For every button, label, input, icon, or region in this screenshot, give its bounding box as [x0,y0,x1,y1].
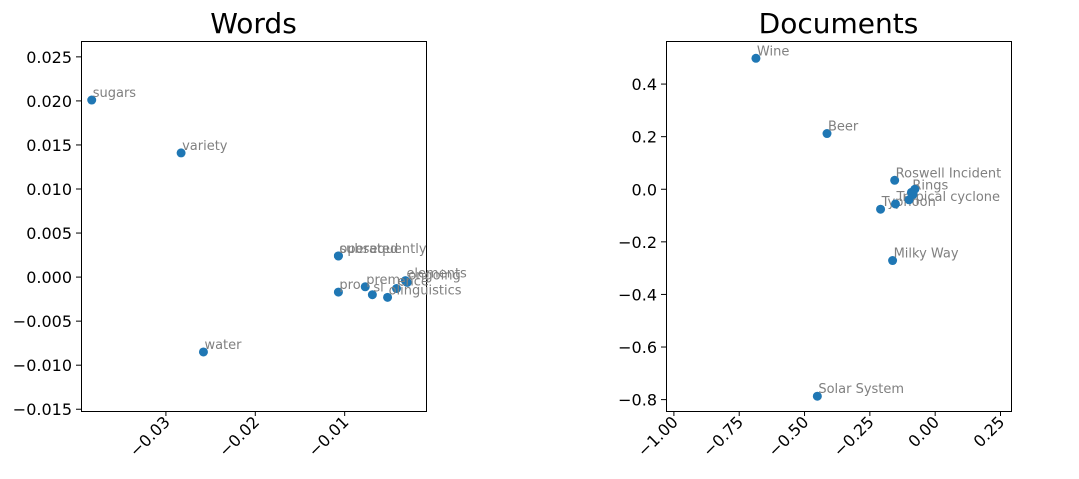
y-tick-label: 0.0 [632,180,657,199]
axes-frame [666,41,1012,412]
y-tick-label: 0.2 [632,128,657,147]
point-label: pro [339,278,360,293]
point-label: Milky Way [894,247,959,262]
x-tick-label: −0.25 [830,412,878,460]
axes-frame [81,41,427,412]
y-tick-label: 0.025 [26,48,72,67]
plot-1: Words 0.025 0.020 0.015 0.010 0.005 0.000 −0.00… [13,7,467,460]
y-tick-label: 0.000 [26,268,72,287]
x-tick-label: −1.00 [634,412,682,460]
x-tick-label: 0.25 [970,412,1009,451]
x-tick-label: −0.50 [764,412,812,460]
data-point [333,287,343,297]
point-label: subsequently [339,242,426,257]
data-point [888,256,898,266]
point-label: sugars [93,86,137,101]
point-label: ongoing [408,268,461,283]
data-point [904,195,914,205]
y-tick-label: −0.010 [13,356,72,375]
plot-title: Documents [759,7,919,40]
x-tick-label: −0.02 [215,412,263,460]
y-tick-label: −0.8 [618,391,657,410]
point-label: Roswell Incident [896,166,1002,181]
point-label: Beer [828,120,859,135]
y-tick-label: 0.015 [26,136,72,155]
point-label: elements [406,267,467,282]
y-tick-label: −0.4 [618,285,657,304]
y-tick-label: 0.010 [26,180,72,199]
data-point [751,53,761,63]
point-label: water [204,338,242,353]
x-tick-label: −0.03 [126,412,174,460]
y-tick-label: −0.015 [13,400,72,419]
x-tick-label: −0.01 [304,412,352,460]
y-tick-label: −0.005 [13,312,72,331]
data-point [822,129,832,139]
y-tick-label: 0.005 [26,224,72,243]
x-tick-label: −0.75 [699,412,747,460]
data-point [87,95,97,105]
point-label: olinguistics [389,283,462,298]
plot-title: Words [210,7,297,40]
data-point [402,277,412,287]
point-label: ence [398,275,429,290]
point-label: Rings [912,178,948,193]
point-label: Tropical cyclone [895,190,1000,205]
data-point [333,251,343,261]
plot-2: Documents0.40.20.0−0.2−0.4−0.6−0.8−1.00−… [618,7,1012,460]
point-label: Solar System [818,382,904,397]
point-label: sl [373,281,383,296]
data-point [383,292,393,302]
point-label: prem [366,273,400,288]
point-label: operated [339,242,398,257]
data-point [176,148,186,158]
point-label: Wine [757,44,789,59]
y-tick-label: −0.6 [618,338,657,357]
data-point [890,199,900,209]
y-tick-label: 0.4 [632,75,657,94]
data-point [198,347,208,357]
data-point [812,391,822,401]
x-tick-label: 0.00 [904,412,943,451]
data-point [392,284,402,294]
data-point [367,290,377,300]
y-tick-label: −0.2 [618,233,657,252]
data-point [890,175,900,185]
data-point [876,204,886,214]
point-label: variety [182,139,228,154]
y-tick-label: 0.020 [26,92,72,111]
data-point [360,282,370,292]
